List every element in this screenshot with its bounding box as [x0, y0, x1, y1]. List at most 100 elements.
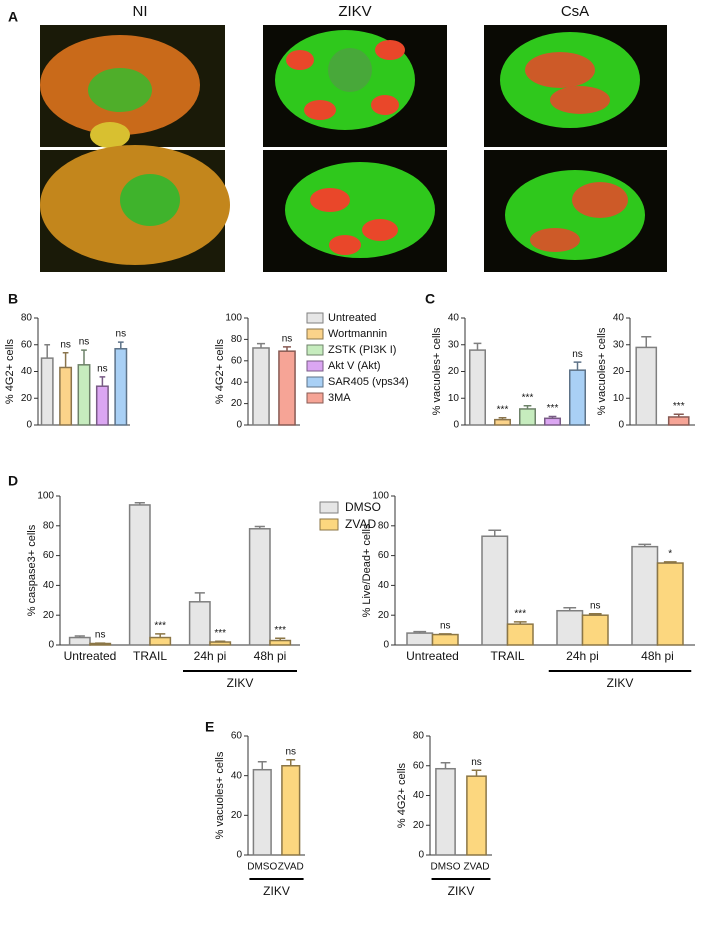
significance-label: *** — [274, 625, 286, 636]
y-tick-label: 20 — [613, 366, 625, 377]
bar — [669, 417, 689, 425]
y-tick-label: 0 — [383, 640, 389, 651]
error-bar — [81, 350, 87, 365]
significance-label: ns — [590, 600, 601, 611]
significance-label: ns — [60, 339, 71, 350]
panel-label: D — [8, 473, 18, 489]
panel-a-images — [40, 25, 667, 272]
error-bar — [215, 641, 225, 642]
y-axis-label: % vacuoles+ cells — [596, 327, 608, 415]
bar — [150, 638, 170, 645]
bar — [279, 351, 295, 425]
y-axis-label: % 4G2+ cells — [214, 338, 226, 404]
bar — [632, 547, 658, 645]
x-tick-label: DMSO — [431, 862, 461, 873]
bar — [545, 418, 561, 425]
significance-label: ns — [572, 349, 583, 360]
x-tick-label: TRAIL — [133, 649, 167, 663]
bar — [433, 635, 459, 645]
bar — [270, 641, 290, 645]
legend-label: Untreated — [328, 312, 376, 324]
y-tick-label: 100 — [37, 491, 54, 502]
bar — [636, 347, 656, 425]
y-tick-label: 100 — [225, 313, 242, 324]
image-title: CsA — [561, 3, 589, 20]
bar — [130, 505, 150, 645]
y-tick-label: 0 — [236, 850, 242, 861]
y-tick-label: 20 — [21, 393, 33, 404]
image-title: ZIKV — [338, 3, 371, 20]
y-axis-label: % 4G2+ cells — [4, 338, 16, 404]
x-tick-label: Untreated — [64, 649, 117, 663]
y-tick-label: 0 — [236, 420, 242, 431]
group-label: ZIKV — [607, 676, 634, 690]
bar — [557, 611, 583, 645]
y-tick-label: 0 — [453, 420, 459, 431]
bar — [520, 409, 536, 425]
bar — [583, 615, 609, 645]
legend-label: Akt V (Akt) — [328, 360, 381, 372]
error-bar — [100, 377, 106, 386]
bar — [436, 769, 455, 855]
y-axis-label: % Live/Dead+ cells — [361, 523, 373, 617]
y-tick-label: 40 — [231, 770, 243, 781]
y-tick-label: 20 — [448, 366, 460, 377]
y-tick-label: 20 — [231, 398, 243, 409]
x-tick-label: 48h pi — [641, 649, 674, 663]
group-label: ZIKV — [227, 676, 254, 690]
bar — [210, 642, 230, 645]
bar — [658, 563, 684, 645]
y-tick-label: 60 — [21, 339, 33, 350]
error-bar — [258, 762, 267, 770]
panel-label: E — [205, 719, 214, 735]
y-tick-label: 60 — [378, 550, 390, 561]
y-tick-label: 80 — [231, 334, 243, 345]
error-bar — [195, 593, 205, 602]
significance-label: *** — [214, 628, 226, 639]
panel-label: A — [8, 9, 18, 25]
y-axis-label: % 4G2+ cells — [396, 762, 408, 828]
error-bar — [286, 760, 295, 766]
significance-label: ns — [285, 746, 296, 757]
error-bar — [118, 342, 124, 349]
significance-label: *** — [522, 392, 534, 403]
y-tick-label: 80 — [378, 520, 390, 531]
y-tick-label: 40 — [378, 580, 390, 591]
significance-label: ns — [282, 334, 293, 345]
image-title: NI — [133, 3, 148, 20]
error-bar — [474, 343, 482, 350]
significance-label: ns — [97, 363, 108, 374]
y-axis-label: % vacuoles+ cells — [431, 327, 443, 415]
y-tick-label: 20 — [378, 610, 390, 621]
y-tick-label: 40 — [231, 377, 243, 388]
y-axis-label: % vacuoles+ cells — [214, 751, 226, 839]
bar — [70, 638, 90, 645]
legend-swatch — [320, 502, 338, 513]
y-tick-label: 10 — [448, 393, 460, 404]
bar — [482, 536, 508, 645]
y-tick-label: 60 — [43, 550, 55, 561]
legend-swatch — [307, 313, 323, 323]
legend-swatch — [307, 345, 323, 355]
significance-label: ns — [95, 630, 106, 641]
y-tick-label: 80 — [43, 520, 55, 531]
bar — [60, 367, 71, 425]
panel-label: B — [8, 291, 18, 307]
x-tick-label: 24h pi — [194, 649, 227, 663]
error-bar — [574, 362, 582, 370]
y-tick-label: 20 — [231, 810, 243, 821]
legend-swatch — [307, 393, 323, 403]
y-tick-label: 30 — [613, 339, 625, 350]
y-tick-label: 20 — [413, 820, 425, 831]
error-bar — [44, 345, 50, 358]
bar — [407, 633, 433, 645]
legend-swatch — [307, 361, 323, 371]
y-tick-label: 60 — [413, 760, 425, 771]
y-tick-label: 40 — [43, 580, 55, 591]
significance-label: ns — [79, 337, 90, 348]
x-tick-label: ZVAD — [464, 862, 490, 873]
error-bar — [441, 763, 451, 769]
y-tick-label: 40 — [448, 313, 460, 324]
error-bar — [472, 770, 482, 776]
bar — [41, 358, 52, 425]
